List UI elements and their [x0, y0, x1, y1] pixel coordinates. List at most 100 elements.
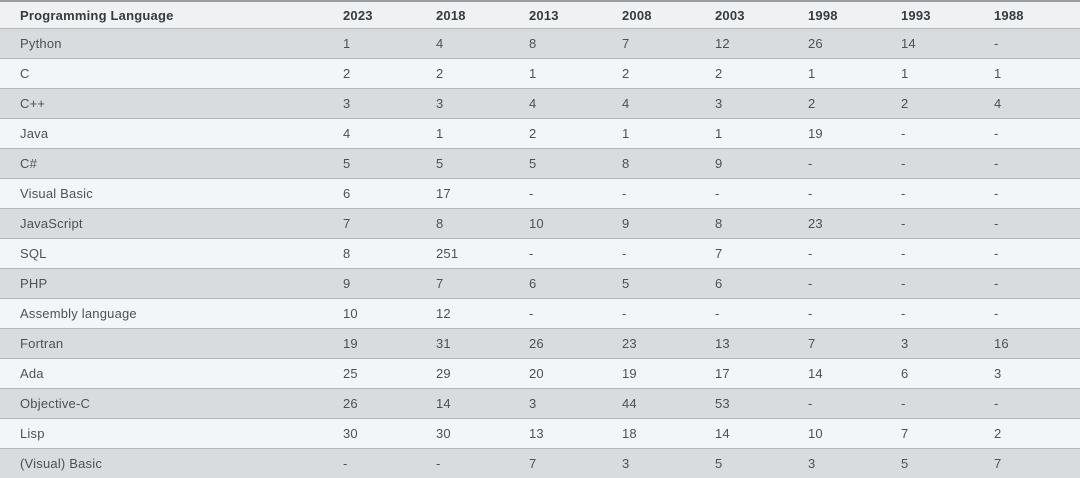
rank-cell: 2: [622, 58, 715, 89]
table-row: Lisp 30 30 13 18 14 10 7 2: [0, 418, 1080, 449]
rank-cell: 12: [436, 298, 529, 329]
rank-cell: -: [622, 178, 715, 209]
rank-cell: 44: [622, 388, 715, 419]
rank-cell: 17: [436, 178, 529, 209]
column-header-year-2023: 2023: [343, 1, 436, 29]
column-header-language: Programming Language: [0, 1, 343, 29]
rank-cell: 2: [994, 418, 1080, 449]
table-row: Objective-C 26 14 3 44 53- - -: [0, 388, 1080, 419]
language-cell: Python: [0, 28, 343, 59]
rank-cell: 18: [622, 418, 715, 449]
table-row: SQL 8 251- -7- - -: [0, 238, 1080, 269]
rank-cell: 1: [901, 58, 994, 89]
rank-cell: 14: [808, 358, 901, 389]
rank-cell: 4: [994, 88, 1080, 119]
rank-cell: 2: [901, 88, 994, 119]
rank-cell: 10: [808, 418, 901, 449]
rank-cell: 3: [343, 88, 436, 119]
language-cell: C++: [0, 88, 343, 119]
rank-cell: 1: [808, 58, 901, 89]
language-cell: C: [0, 58, 343, 89]
rank-cell: -: [901, 268, 994, 299]
table-row: C++ 3 3 4 4 3 2 2 4: [0, 88, 1080, 119]
rank-cell: 19: [622, 358, 715, 389]
rank-cell: -: [529, 238, 622, 269]
rank-cell: -: [994, 28, 1080, 59]
rank-cell: -: [436, 448, 529, 478]
rank-cell: 7: [343, 208, 436, 239]
rank-cell: -: [901, 298, 994, 329]
rank-cell: 53: [715, 388, 808, 419]
rank-cell: 1: [994, 58, 1080, 89]
table-body: Python 1 4 8 7 12 26 14- C 2 2 1 2 2 1 1 1 C++ 3 3 4 4 3 2 2 4 Jav…: [0, 28, 1080, 478]
rank-cell: 14: [715, 418, 808, 449]
column-header-year-2013: 2013: [529, 1, 622, 29]
rank-cell: 6: [715, 268, 808, 299]
rank-cell: 5: [529, 148, 622, 179]
rank-cell: 3: [436, 88, 529, 119]
rank-cell: 13: [529, 418, 622, 449]
language-cell: Assembly language: [0, 298, 343, 329]
rank-cell: 12: [715, 28, 808, 59]
rank-cell: 31: [436, 328, 529, 359]
rank-cell: 26: [808, 28, 901, 59]
header-row: Programming Language 2023 2018 2013 2008 2003…: [0, 1, 1080, 29]
rank-cell: 14: [901, 28, 994, 59]
rank-cell: -: [994, 148, 1080, 179]
table-row: (Visual) Basic - -7 3 5 3 5 7: [0, 448, 1080, 478]
rank-cell: -: [901, 208, 994, 239]
rank-cell: -: [622, 238, 715, 269]
rank-cell: -: [808, 388, 901, 419]
rank-cell: 4: [436, 28, 529, 59]
table-row: C# 5 5 5 8 9- - -: [0, 148, 1080, 179]
rank-cell: 16: [994, 328, 1080, 359]
rank-cell: 1: [715, 118, 808, 149]
rank-cell: 7: [436, 268, 529, 299]
language-cell: Visual Basic: [0, 178, 343, 209]
rank-cell: -: [901, 148, 994, 179]
rank-cell: -: [994, 268, 1080, 299]
rank-cell: 5: [715, 448, 808, 478]
rank-cell: 8: [343, 238, 436, 269]
rank-cell: -: [901, 178, 994, 209]
rank-cell: 10: [343, 298, 436, 329]
table-row: Java 4 1 2 1 1 19- -: [0, 118, 1080, 149]
table-row: Assembly language 10 12- - - - - -: [0, 298, 1080, 329]
rank-cell: -: [808, 148, 901, 179]
column-header-year-1998: 1998: [808, 1, 901, 29]
rank-cell: -: [901, 118, 994, 149]
column-header-year-1988: 1988: [994, 1, 1080, 29]
rank-cell: 4: [529, 88, 622, 119]
column-header-year-1993: 1993: [901, 1, 994, 29]
rank-cell: 8: [622, 148, 715, 179]
rank-cell: -: [994, 238, 1080, 269]
rank-cell: 8: [436, 208, 529, 239]
rank-cell: 4: [622, 88, 715, 119]
language-cell: Objective-C: [0, 388, 343, 419]
table-row: JavaScript 7 8 10 9 8 23- -: [0, 208, 1080, 239]
rank-cell: 23: [622, 328, 715, 359]
rank-cell: 19: [343, 328, 436, 359]
rank-cell: 4: [343, 118, 436, 149]
rank-cell: 1: [436, 118, 529, 149]
rank-cell: 2: [715, 58, 808, 89]
rank-cell: 2: [343, 58, 436, 89]
rank-cell: 7: [901, 418, 994, 449]
rank-cell: -: [901, 238, 994, 269]
language-cell: Java: [0, 118, 343, 149]
rank-cell: 8: [529, 28, 622, 59]
rank-cell: -: [808, 238, 901, 269]
rank-cell: 20: [529, 358, 622, 389]
rank-cell: 7: [994, 448, 1080, 478]
language-cell: JavaScript: [0, 208, 343, 239]
rank-cell: -: [343, 448, 436, 478]
rank-cell: 7: [529, 448, 622, 478]
column-header-year-2018: 2018: [436, 1, 529, 29]
rank-cell: 3: [901, 328, 994, 359]
rank-cell: 6: [343, 178, 436, 209]
rank-cell: 23: [808, 208, 901, 239]
rank-cell: 3: [808, 448, 901, 478]
rank-cell: 29: [436, 358, 529, 389]
rank-cell: 5: [436, 148, 529, 179]
